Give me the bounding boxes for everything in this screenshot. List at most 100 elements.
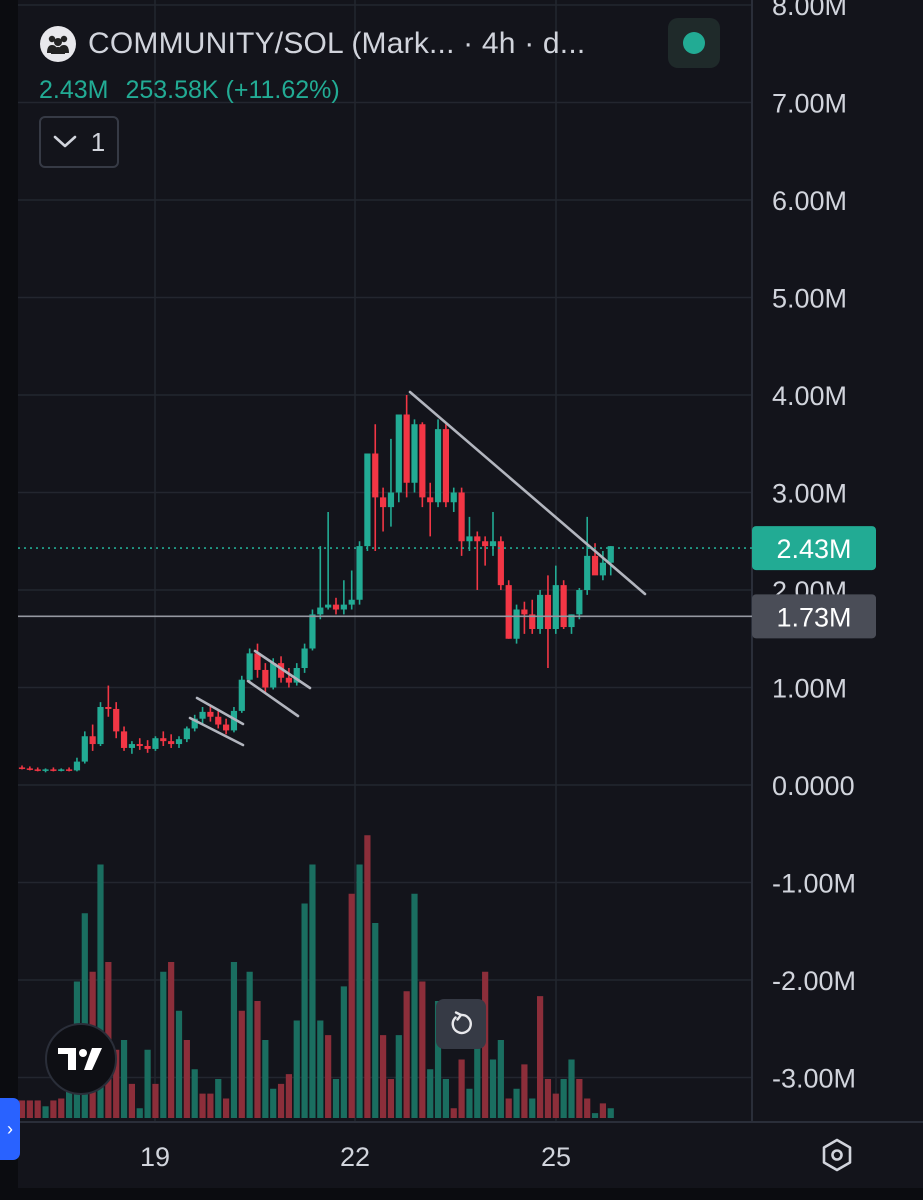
candle-body	[607, 546, 614, 563]
candle-body	[521, 609, 528, 615]
candle-body	[66, 769, 73, 771]
candle-body	[26, 768, 33, 770]
volume-bar	[199, 1093, 206, 1118]
volume-bar	[207, 1093, 214, 1118]
status-indicator[interactable]	[668, 18, 720, 68]
volume-bar	[128, 1083, 135, 1118]
candle-body	[254, 653, 261, 670]
candle-body	[301, 648, 308, 668]
trend-line	[253, 649, 312, 690]
candle-body	[97, 707, 104, 745]
price-summary: 2.43M 253.58K (+11.62%)	[39, 76, 350, 105]
candle-body	[489, 541, 497, 547]
last-price-badge	[752, 526, 876, 571]
volume-bar	[599, 1103, 606, 1118]
volume-bar	[42, 1106, 49, 1118]
volume-bar	[474, 1030, 481, 1118]
candle-body	[482, 541, 489, 547]
candle-body	[325, 604, 332, 608]
volume-bar	[380, 1035, 387, 1118]
community-avatar-icon[interactable]	[40, 26, 76, 62]
volume-bar	[317, 1020, 324, 1118]
candle-body	[552, 585, 559, 629]
candle-body	[152, 738, 159, 749]
candle-body	[497, 541, 504, 586]
volume-bar	[442, 1079, 449, 1118]
volume-bar	[419, 981, 426, 1118]
candle-body	[89, 736, 96, 745]
symbol-title[interactable]: COMMUNITY/SOL (Mark... · 4h · d...	[88, 27, 586, 60]
volume-bar	[403, 991, 410, 1118]
candle-body	[395, 414, 402, 493]
volume-bar	[50, 1100, 57, 1118]
volume-bar	[238, 1010, 245, 1118]
volume-bar	[254, 1001, 261, 1118]
candle-body	[340, 604, 347, 610]
reset-chart-button[interactable]	[436, 999, 486, 1049]
volume-bar	[262, 1040, 269, 1118]
candle-body	[466, 536, 473, 542]
candle-body	[42, 769, 49, 771]
price-change: 253.58K (+11.62%)	[125, 76, 340, 104]
volume-bar	[215, 1079, 222, 1118]
candle-body	[199, 711, 206, 719]
x-tick-label: 19	[140, 1142, 170, 1172]
trend-line	[408, 390, 647, 596]
candle-body	[427, 497, 434, 503]
volume-bar	[466, 1088, 473, 1118]
y-tick-label: 7.00M	[772, 89, 847, 119]
left-edge	[0, 0, 18, 1200]
candle-body	[34, 769, 41, 771]
candle-body	[505, 585, 512, 639]
y-tick-label: -2.00M	[772, 966, 856, 996]
volume-bar	[489, 1059, 497, 1118]
candle-body	[113, 708, 120, 732]
volume-bar	[325, 1035, 332, 1118]
y-tick-label: 0.0000	[772, 771, 855, 801]
candle-body	[458, 492, 465, 542]
candle-body	[348, 599, 355, 605]
volume-bar	[568, 1059, 575, 1118]
chart-settings-button[interactable]	[816, 1134, 858, 1176]
candle-body	[58, 769, 65, 771]
volume-bar	[230, 962, 238, 1118]
candle-body	[81, 736, 88, 762]
volume-bar	[152, 1083, 159, 1118]
candle-body	[372, 453, 379, 498]
volume-bar	[356, 864, 363, 1118]
y-tick-label: 1.00M	[772, 674, 847, 704]
y-tick-label: 3.00M	[772, 479, 847, 509]
volume-bar	[223, 1098, 230, 1118]
volume-bar	[301, 903, 308, 1118]
candle-body	[191, 718, 198, 729]
tradingview-logo-icon[interactable]	[45, 1023, 117, 1095]
reset-icon	[451, 1011, 472, 1035]
candle-body	[160, 738, 167, 742]
volume-bar	[136, 1108, 143, 1118]
volume-bar	[58, 1098, 65, 1118]
candle-body	[591, 555, 599, 576]
volume-bar	[372, 923, 379, 1118]
candle-body	[332, 604, 340, 610]
candle-body	[175, 739, 183, 745]
volume-bar	[175, 1010, 183, 1118]
side-panel-toggle[interactable]: ›	[0, 1098, 20, 1160]
trend-line	[195, 696, 245, 726]
candle-body	[560, 585, 567, 628]
volume-bar	[120, 1040, 128, 1118]
y-tick-label: 5.00M	[772, 284, 847, 314]
candle-body	[128, 744, 135, 748]
volume-bar	[387, 1079, 395, 1118]
y-tick-label: 8.00M	[772, 0, 847, 21]
candle-body	[599, 562, 606, 576]
volume-bar	[434, 1001, 442, 1118]
y-tick-label: 6.00M	[772, 186, 847, 216]
candle-body	[207, 711, 214, 717]
volume-bar	[348, 893, 355, 1118]
trend-line	[246, 679, 300, 718]
candle-body	[183, 728, 190, 740]
volume-bar	[246, 971, 253, 1118]
status-dot-icon	[683, 32, 705, 54]
indicators-collapse-button[interactable]: 1	[39, 116, 119, 168]
